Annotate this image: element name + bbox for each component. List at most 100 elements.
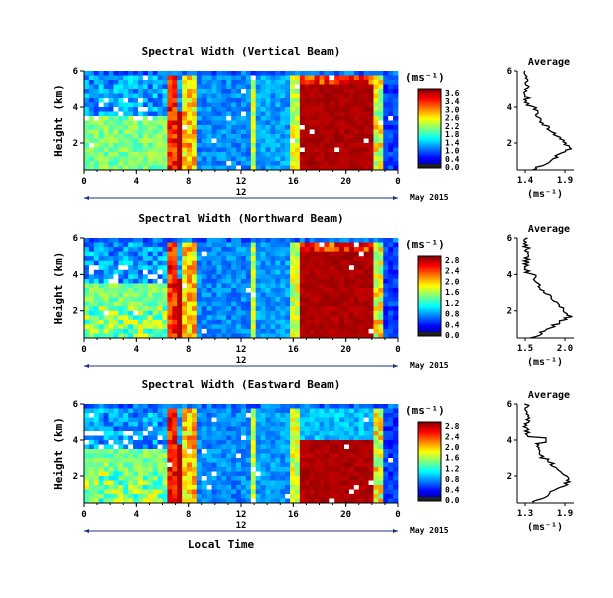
heatmap-cell	[172, 129, 178, 135]
heatmap-cell	[118, 71, 124, 76]
heatmap-cell	[324, 242, 330, 248]
heatmap-cell	[201, 80, 208, 85]
heatmap-cell	[334, 426, 340, 432]
heatmap-cell	[182, 125, 188, 130]
heatmap-cell	[319, 129, 325, 135]
heatmap-cell	[368, 152, 374, 157]
heatmap-cell	[201, 333, 208, 339]
heatmap-cell	[383, 453, 389, 459]
heatmap-cell	[319, 489, 325, 495]
heatmap-cell	[182, 413, 188, 418]
heatmap-cell	[299, 84, 306, 90]
heatmap-cell	[137, 453, 144, 459]
heatmap-cell	[162, 147, 168, 153]
heatmap-cell	[118, 306, 124, 312]
heatmap-cell	[236, 431, 242, 436]
heatmap-cell	[196, 152, 203, 157]
heatmap-cell	[255, 247, 262, 253]
heatmap-cell	[245, 125, 252, 130]
heatmap-cell	[133, 319, 139, 325]
heatmap-cell	[260, 147, 266, 153]
heatmap-cell	[299, 301, 306, 307]
heatmap-cell	[226, 288, 232, 293]
heatmap-cell	[226, 471, 232, 477]
heatmap-cell	[245, 138, 252, 144]
heatmap-cell	[388, 274, 394, 280]
heatmap-cell	[241, 265, 247, 271]
colorbar-step	[418, 158, 441, 161]
heatmap-cell	[294, 471, 301, 477]
heatmap-cell	[137, 408, 144, 414]
heatmap-cell	[358, 435, 365, 441]
x-tick-label: 12	[236, 510, 247, 520]
heatmap-cell	[123, 265, 129, 271]
heatmap-cell	[348, 283, 355, 289]
heatmap-cell	[265, 301, 271, 307]
heatmap-cell	[108, 319, 114, 325]
heatmap-cell	[275, 80, 281, 85]
heatmap-cell	[123, 251, 129, 257]
heatmap-cell	[348, 408, 355, 414]
heatmap-cell	[383, 75, 389, 81]
heatmap-cell	[329, 242, 335, 248]
heatmap-cell	[255, 256, 262, 262]
heatmap-cell	[118, 471, 124, 477]
heatmap-cell	[324, 93, 330, 99]
heatmap-cell	[250, 306, 257, 312]
heatmap-cell	[152, 256, 158, 262]
heatmap-cell	[157, 301, 163, 307]
heatmap-cell	[231, 310, 237, 316]
heatmap-cell	[383, 489, 389, 495]
heatmap-cell	[182, 444, 188, 450]
heatmap-cell	[255, 462, 262, 468]
heatmap-cell	[88, 288, 95, 293]
heatmap-cell	[255, 251, 262, 257]
heatmap-cell	[133, 129, 139, 135]
heatmap-cell	[196, 71, 203, 76]
heatmap-cell	[270, 265, 276, 271]
heatmap-cell	[157, 417, 163, 423]
colorbar-step	[418, 286, 441, 289]
heatmap-cell	[393, 89, 399, 94]
heatmap-cell	[137, 435, 144, 441]
heatmap-cell	[147, 324, 154, 330]
heatmap-cell	[260, 98, 266, 103]
heatmap-cell	[368, 251, 374, 257]
heatmap-cell	[329, 247, 335, 253]
heatmap-cell	[113, 102, 119, 108]
heatmap-cell	[147, 75, 154, 81]
heatmap-cell	[216, 129, 222, 135]
x-tick-label: 4	[134, 345, 140, 355]
heatmap-cell	[137, 80, 144, 85]
heatmap-cell	[334, 84, 340, 90]
heatmap-cell	[113, 161, 119, 166]
heatmap-cell	[339, 413, 345, 418]
heatmap-cell	[275, 288, 281, 293]
heatmap-cell	[255, 120, 262, 126]
heatmap-cell	[226, 467, 232, 472]
heatmap-cell	[393, 260, 399, 266]
heatmap-cell	[113, 444, 119, 450]
heatmap-cell	[309, 494, 315, 499]
heatmap-cell	[270, 111, 276, 117]
heatmap-cell	[275, 161, 281, 166]
colorbar-step	[418, 457, 441, 461]
heatmap-cell	[363, 444, 369, 450]
heatmap-cell	[211, 147, 217, 153]
heatmap-cell	[157, 467, 163, 472]
heatmap-cell	[275, 111, 281, 117]
heatmap-cell	[172, 116, 178, 121]
heatmap-cell	[314, 471, 320, 477]
heatmap-cell	[88, 147, 95, 153]
heatmap-cell	[172, 288, 178, 293]
heatmap-cell	[285, 435, 291, 441]
heatmap-cell	[329, 480, 335, 486]
heatmap-cell	[123, 471, 129, 477]
heatmap-cell	[118, 292, 124, 298]
heatmap-cell	[358, 134, 365, 139]
heatmap-cell	[358, 111, 365, 117]
heatmap-cell	[250, 453, 257, 459]
heatmap-cell	[157, 71, 163, 76]
heatmap-cell	[206, 476, 212, 481]
heatmap-cell	[152, 435, 158, 441]
